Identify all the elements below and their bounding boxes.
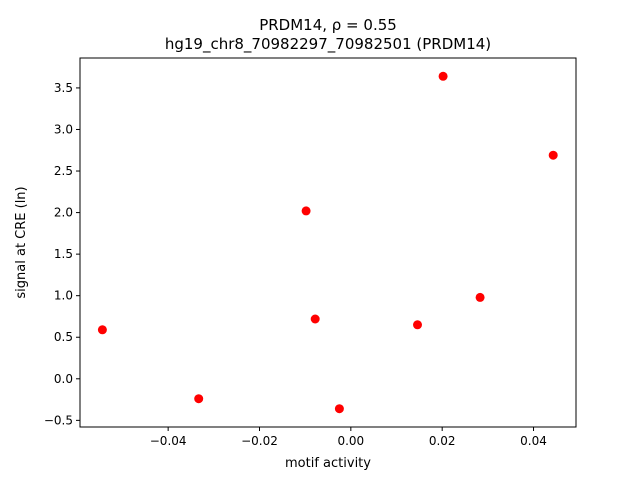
y-tick-label-4: 1.5	[54, 247, 73, 261]
x-axis-ticks: −0.04 −0.02 0.00 0.02 0.04	[150, 427, 547, 448]
title-gene: PRDM14, ρ = 0.55	[259, 16, 397, 34]
y-axis-label: signal at CRE (ln)	[14, 186, 29, 298]
x-tick-label-2: 0.00	[337, 434, 364, 448]
data-point-3	[310, 314, 320, 324]
y-tick-label-6: 2.5	[54, 164, 73, 178]
data-point-8	[548, 150, 558, 160]
y-axis-ticks: −0.5 0.0 0.5 1.0 1.5 2.0 2.5 3.0 3.5	[44, 81, 80, 427]
axes-frame	[79, 57, 577, 428]
y-tick-label-0: −0.5	[44, 413, 73, 427]
x-tick-label-4: 0.04	[520, 434, 547, 448]
y-tick-label-1: 0.0	[54, 372, 73, 386]
data-point-7	[475, 292, 485, 302]
points-layer	[97, 71, 558, 414]
y-tick-label-7: 3.0	[54, 122, 73, 136]
x-tick-label-1: −0.02	[241, 434, 278, 448]
data-point-2	[301, 206, 311, 216]
data-point-0	[97, 325, 107, 335]
chart-title-line1: PRDM14, ρ = 0.55	[259, 16, 397, 34]
data-point-1	[194, 394, 204, 404]
x-tick-label-0: −0.04	[150, 434, 187, 448]
data-point-4	[334, 404, 344, 414]
x-tick-label-3: 0.02	[429, 434, 456, 448]
data-point-5	[413, 320, 422, 330]
data-point-6	[438, 71, 448, 81]
chart-title-line2: hg19_chr8_70982297_70982501 (PRDM14)	[165, 35, 491, 54]
plot-area: −0.04 −0.02 0.00 0.02 0.04 −0.5 0.0 0.5 1.0 1.5 2…	[44, 57, 577, 448]
y-tick-label-3: 1.0	[54, 289, 73, 303]
y-tick-label-5: 2.0	[54, 206, 73, 220]
y-tick-label-2: 0.5	[54, 330, 73, 344]
y-tick-label-8: 3.5	[54, 81, 73, 95]
x-axis-label: motif activity	[285, 456, 371, 471]
